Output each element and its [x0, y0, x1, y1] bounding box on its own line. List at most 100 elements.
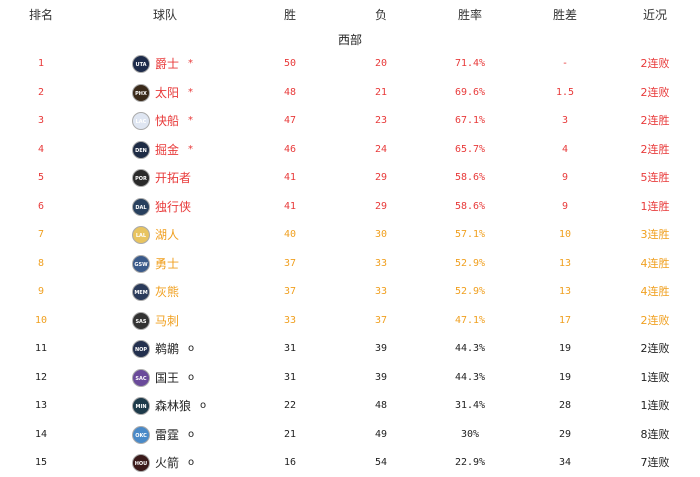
- win-pct: 47.1%: [454, 314, 486, 326]
- team-logo-icon: DAL: [132, 197, 150, 216]
- status-mark: o: [188, 457, 195, 468]
- rank: 8: [37, 257, 45, 269]
- table-header: 排名 球队 胜 负 胜率 胜差 近况: [0, 1, 700, 29]
- team-cell[interactable]: UTA 爵士 *: [132, 50, 282, 78]
- team-cell[interactable]: GSW 勇士: [132, 250, 282, 278]
- team-name[interactable]: 勇士: [155, 256, 180, 271]
- team-logo-icon: OKC: [132, 425, 150, 444]
- losses: 48: [374, 400, 388, 411]
- team-name[interactable]: 火箭: [155, 456, 180, 470]
- team-cell[interactable]: HOU 火箭 o: [132, 449, 282, 477]
- team-name[interactable]: 雷霆: [155, 427, 180, 442]
- losses: 33: [374, 286, 388, 297]
- rank: 5: [37, 172, 45, 183]
- table-row: 11 NOP 鹈鹕 o 31 39 44.3% 19 2连败: [0, 335, 700, 363]
- team-cell[interactable]: DAL 独行侠: [132, 193, 282, 221]
- table-row: 13 MIN 森林狼 o 22 48 31.4% 28 1连败: [0, 392, 700, 420]
- team-cell[interactable]: MIN 森林狼 o: [132, 392, 282, 420]
- table-row: 4 DEN 掘金 * 46 24 65.7% 4 2连胜: [0, 136, 700, 164]
- team-cell[interactable]: NOP 鹈鹕 o: [132, 335, 282, 363]
- team-name[interactable]: 湖人: [155, 228, 180, 242]
- win-pct: 52.9%: [454, 286, 486, 297]
- header-losses: 负: [374, 8, 387, 22]
- team-logo-icon: LAL: [132, 226, 150, 244]
- games-behind: 3: [561, 115, 569, 126]
- rank: 13: [34, 400, 48, 411]
- team-name[interactable]: 开拓者: [155, 171, 192, 185]
- wins: 37: [283, 286, 297, 297]
- rank: 4: [37, 143, 45, 155]
- team-cell[interactable]: LAL 湖人: [132, 221, 282, 249]
- wins: 31: [283, 343, 297, 354]
- streak: 3连胜: [640, 228, 670, 241]
- table-row: 2 PHX 太阳 * 48 21 69.6% 1.5 2连败: [0, 79, 700, 107]
- team-logo-icon: MEM: [132, 283, 150, 301]
- team-logo-icon: SAC: [132, 368, 150, 387]
- team-logo-icon: MIN: [132, 397, 150, 415]
- games-behind: 4: [561, 143, 569, 155]
- wins: 31: [283, 371, 297, 383]
- team-name[interactable]: 爵士: [155, 57, 180, 71]
- win-pct: 67.1%: [454, 115, 486, 126]
- streak: 5连胜: [640, 171, 670, 184]
- status-mark: *: [188, 86, 194, 98]
- rank: 14: [34, 428, 48, 440]
- win-pct: 57.1%: [454, 229, 486, 240]
- win-pct: 30%: [460, 428, 480, 440]
- games-behind: -: [561, 58, 569, 69]
- conference-label: 西部: [337, 33, 362, 47]
- table-row: 5 POR 开拓者 41 29 58.6% 9 5连胜: [0, 164, 700, 192]
- team-cell[interactable]: SAS 马刺: [132, 307, 282, 335]
- table-row: 12 SAC 国王 o 31 39 44.3% 19 1连败: [0, 364, 700, 392]
- losses: 23: [374, 115, 388, 126]
- losses: 29: [374, 200, 388, 212]
- status-mark: o: [200, 400, 207, 411]
- win-pct: 58.6%: [454, 172, 486, 183]
- status-mark: o: [188, 343, 195, 354]
- losses: 37: [374, 314, 388, 326]
- losses: 30: [374, 229, 388, 240]
- win-pct: 52.9%: [454, 257, 486, 269]
- team-name[interactable]: 鹈鹕: [155, 342, 180, 356]
- team-name[interactable]: 国王: [155, 370, 180, 385]
- table-row: 15 HOU 火箭 o 16 54 22.9% 34 7连败: [0, 449, 700, 477]
- win-pct: 44.3%: [454, 343, 486, 354]
- team-name[interactable]: 森林狼: [155, 399, 192, 413]
- team-cell[interactable]: MEM 灰熊: [132, 278, 282, 306]
- team-logo-icon: UTA: [132, 55, 150, 73]
- team-name[interactable]: 独行侠: [155, 199, 192, 214]
- streak: 2连胜: [640, 114, 670, 127]
- losses: 21: [374, 86, 388, 98]
- games-behind: 34: [558, 457, 572, 468]
- losses: 54: [374, 457, 388, 468]
- team-name[interactable]: 太阳: [155, 85, 180, 100]
- losses: 20: [374, 58, 388, 69]
- win-pct: 69.6%: [454, 86, 486, 98]
- streak: 8连败: [640, 427, 670, 441]
- team-cell[interactable]: DEN 掘金 *: [132, 136, 282, 164]
- table-row: 3 LAC 快船 * 47 23 67.1% 3 2连胜: [0, 107, 700, 135]
- win-pct: 71.4%: [454, 58, 486, 69]
- team-cell[interactable]: LAC 快船 *: [132, 107, 282, 135]
- win-pct: 65.7%: [454, 143, 486, 155]
- streak: 2连败: [640, 57, 670, 70]
- rank: 10: [34, 314, 48, 326]
- team-name[interactable]: 快船: [155, 114, 180, 128]
- team-name[interactable]: 马刺: [155, 313, 180, 328]
- games-behind: 29: [558, 428, 572, 440]
- wins: 50: [283, 58, 297, 69]
- team-name[interactable]: 掘金: [155, 142, 180, 157]
- win-pct: 44.3%: [454, 371, 486, 383]
- losses: 29: [374, 172, 388, 183]
- games-behind: 10: [558, 229, 572, 240]
- team-cell[interactable]: POR 开拓者: [132, 164, 282, 192]
- team-cell[interactable]: PHX 太阳 *: [132, 79, 282, 107]
- team-logo-icon: SAS: [132, 311, 150, 330]
- team-name[interactable]: 灰熊: [155, 285, 180, 299]
- team-logo-icon: DEN: [132, 140, 150, 159]
- games-behind: 19: [558, 343, 572, 354]
- team-cell[interactable]: SAC 国王 o: [132, 364, 282, 392]
- header-games-behind: 胜差: [552, 8, 577, 22]
- rank: 7: [37, 229, 45, 240]
- team-cell[interactable]: OKC 雷霆 o: [132, 421, 282, 449]
